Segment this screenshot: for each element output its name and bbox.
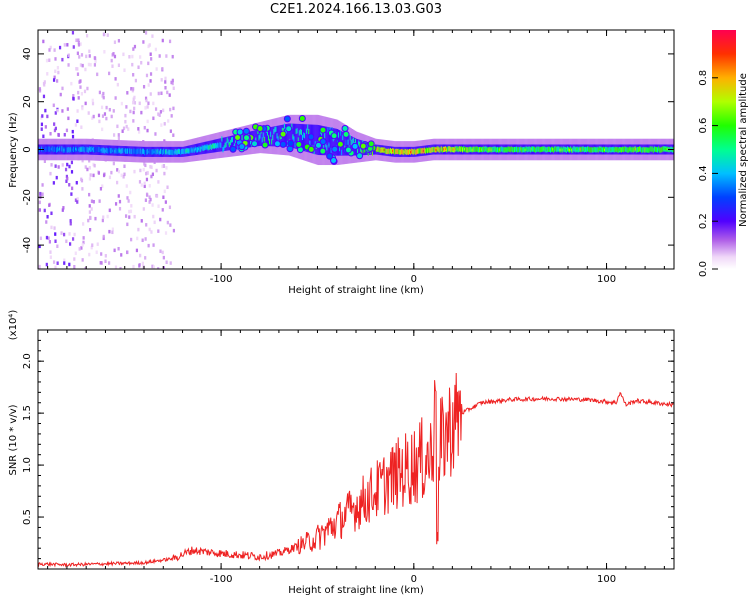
- x-tick-label: 0: [411, 274, 417, 285]
- x-tick-label: 100: [597, 274, 616, 285]
- y-tick-label: -40: [22, 237, 33, 253]
- snr-ticks: -100 0 100 0.5 1.0 1.5 2.0: [22, 330, 674, 585]
- x-tick-label: -100: [210, 574, 233, 585]
- colorbar-ticks: 0.0 0.2 0.4 0.6 0.8: [698, 70, 718, 277]
- y-tick-label: 20: [22, 95, 33, 108]
- snr-plot-area: [38, 330, 674, 569]
- spectrogram-panel: -100 0 100 -40 -20 0 20 40 Height of straight l…: [8, 29, 675, 296]
- y-tick-label: 0.5: [22, 509, 33, 525]
- y-tick-label: 40: [22, 48, 33, 61]
- y-tick-label: -20: [22, 189, 33, 205]
- snr-y-multiplier: (x10⁴): [8, 310, 19, 341]
- snr-series-line: [38, 372, 674, 568]
- y-tick-label: 0: [22, 146, 33, 152]
- colorbar-gradient: [712, 30, 736, 269]
- colorbar-tick-label: 0.4: [698, 165, 709, 181]
- colorbar: 0.0 0.2 0.4 0.6 0.8 Normalized spectral ampl…: [698, 30, 749, 277]
- colorbar-tick-label: 0.8: [698, 70, 709, 86]
- x-tick-label: -100: [210, 274, 233, 285]
- colorbar-tick-label: 0.6: [698, 118, 709, 134]
- y-tick-label: 1.0: [22, 457, 33, 473]
- spectrogram-x-label: Height of straight line (km): [288, 285, 424, 296]
- spectrogram-y-label: Frequency (Hz): [8, 112, 19, 188]
- spectrogram-heatmap: [38, 30, 674, 269]
- spectrogram-ticks: -100 0 100 -40 -20 0 20 40: [22, 30, 674, 285]
- snr-panel: -100 0 100 0.5 1.0 1.5 2.0 Height of straight …: [8, 310, 675, 596]
- x-tick-label: 100: [597, 574, 616, 585]
- x-tick-label: 0: [411, 574, 417, 585]
- colorbar-tick-label: 0.2: [698, 213, 709, 229]
- snr-x-label: Height of straight line (km): [288, 585, 424, 596]
- figure-title: C2E1.2024.166.13.03.G03: [269, 2, 443, 17]
- snr-y-label: SNR (10 * v/v): [8, 404, 19, 475]
- y-tick-label: 2.0: [22, 353, 33, 369]
- colorbar-label: Normalized spectral amplitude: [738, 73, 749, 227]
- y-tick-label: 1.5: [22, 405, 33, 421]
- colorbar-tick-label: 0.0: [698, 261, 709, 277]
